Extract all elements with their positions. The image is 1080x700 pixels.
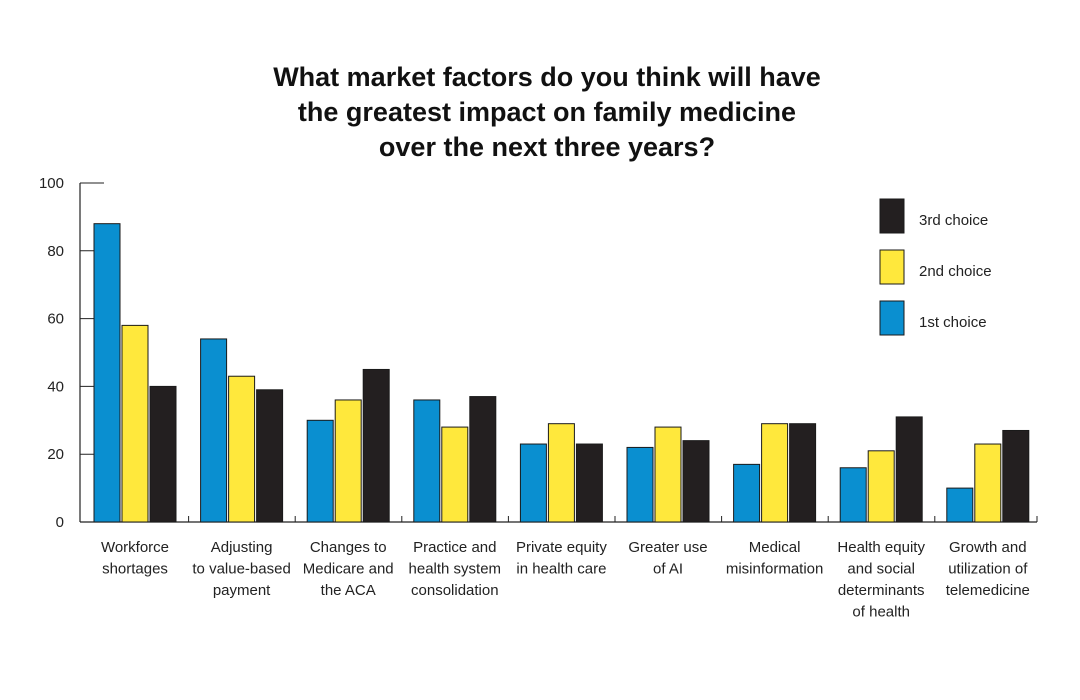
legend-swatch — [879, 249, 905, 285]
bar-3rd-choice — [362, 368, 390, 523]
y-tick-label: 20 — [47, 446, 64, 463]
bar-2nd-choice — [654, 426, 682, 523]
y-tick-label: 40 — [47, 378, 64, 395]
bar-1st-choice — [93, 223, 121, 523]
legend-label: 3rd choice — [919, 212, 988, 229]
category-label: Medicare and — [303, 561, 394, 578]
bar-2nd-choice — [441, 426, 469, 523]
bar-3rd-choice — [682, 440, 710, 523]
bar-2nd-choice — [547, 423, 575, 523]
bar-3rd-choice — [256, 389, 284, 523]
category-label: to value-based — [192, 561, 290, 578]
category-label: Health equity — [837, 539, 925, 556]
bar-1st-choice — [519, 443, 547, 523]
category-label: Workforce — [101, 539, 169, 556]
category-label: Growth and — [949, 539, 1027, 556]
legend-label: 1st choice — [919, 314, 987, 331]
category-label: Changes to — [310, 539, 387, 556]
bar-3rd-choice — [469, 396, 497, 523]
bar-2nd-choice — [334, 399, 362, 523]
bar-3rd-choice — [789, 423, 817, 523]
bar-3rd-choice — [575, 443, 603, 523]
category-label: telemedicine — [946, 582, 1030, 599]
chart-title: What market factors do you think will ha… — [273, 62, 821, 162]
category-labels: Workforce shortages Adjusting to value-base… — [101, 539, 1030, 621]
category-label: of AI — [653, 561, 683, 578]
bar-1st-choice — [946, 487, 974, 523]
category-label: of health — [852, 604, 910, 621]
legend-label: 2nd choice — [919, 263, 992, 280]
bar-2nd-choice — [974, 443, 1002, 523]
bar-1st-choice — [413, 399, 441, 523]
category-label: health system — [409, 561, 502, 578]
title-line: the greatest impact on family medicine — [298, 97, 796, 127]
category-label: payment — [213, 582, 271, 599]
legend-swatch — [879, 198, 905, 234]
category-label: and social — [847, 561, 915, 578]
y-tick-label: 100 — [39, 175, 64, 192]
category-label: consolidation — [411, 582, 499, 599]
bar-1st-choice — [626, 446, 654, 523]
category-label: shortages — [102, 561, 168, 578]
category-label: the ACA — [321, 582, 376, 599]
bar-2nd-choice — [121, 324, 149, 523]
category-label: misinformation — [726, 561, 824, 578]
legend-swatch — [879, 300, 905, 336]
bar-1st-choice — [200, 338, 228, 523]
bar-1st-choice — [839, 467, 867, 523]
bars — [93, 223, 1030, 523]
legend: 3rd choice 2nd choice 1st choice — [879, 198, 992, 336]
category-label: Practice and — [413, 539, 496, 556]
category-label: Private equity — [516, 539, 607, 556]
category-label: utilization of — [948, 561, 1028, 578]
category-label: Adjusting — [211, 539, 273, 556]
category-label: Greater use — [628, 539, 707, 556]
bar-2nd-choice — [867, 450, 895, 523]
bar-3rd-choice — [895, 416, 923, 523]
y-tick-label: 0 — [56, 514, 64, 531]
bar-2nd-choice — [761, 423, 789, 523]
category-label: determinants — [838, 582, 925, 599]
title-line: What market factors do you think will ha… — [273, 62, 821, 92]
title-line: over the next three years? — [379, 132, 715, 162]
y-tick-label: 60 — [47, 311, 64, 328]
category-label: Medical — [749, 539, 801, 556]
category-label: in health care — [516, 561, 606, 578]
bar-3rd-choice — [1002, 429, 1030, 523]
bar-2nd-choice — [228, 375, 256, 523]
bar-1st-choice — [306, 419, 334, 523]
bar-1st-choice — [733, 463, 761, 523]
bar-3rd-choice — [149, 385, 177, 523]
y-tick-label: 80 — [47, 243, 64, 260]
